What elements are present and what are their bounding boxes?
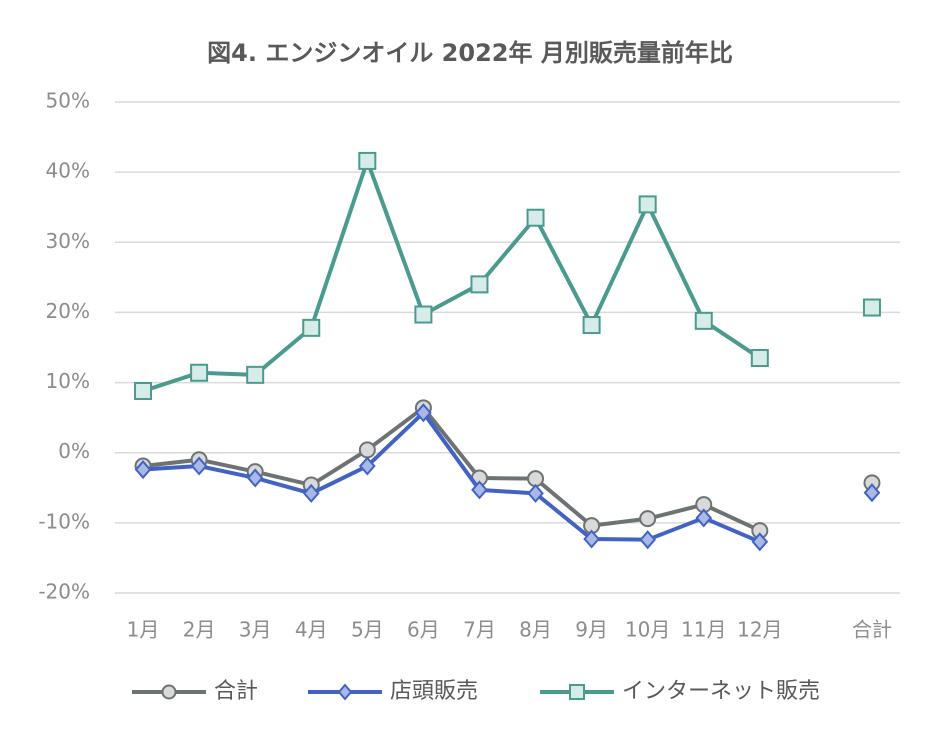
y-tick-label: 20% [46,299,90,323]
x-tick-label: 合計 [852,618,892,642]
y-tick-label: 30% [46,229,90,253]
point [134,381,153,400]
point [358,456,376,476]
y-tick-label: -10% [38,509,90,533]
point [638,195,657,214]
x-tick-label: 6月 [407,618,440,642]
legend-label: 店頭販売 [390,679,478,704]
point [337,683,353,701]
point [694,311,713,330]
point [639,510,657,528]
point [582,316,601,335]
y-tick-label: 0% [58,439,90,463]
point [134,460,152,480]
legend-label: 合計 [214,679,258,704]
point [862,298,881,317]
x-tick-label: 2月 [183,618,216,642]
point [246,468,264,488]
point [863,483,881,503]
x-tick-label: 8月 [519,618,552,642]
legend-label: インターネット販売 [622,679,820,704]
point [583,529,600,549]
point [569,684,585,700]
chart-title: 図4. エンジンオイル 2022年 月別販売量前年比 [207,39,733,67]
point [358,441,376,459]
x-tick-label: 9月 [575,618,608,642]
y-tick-label: 50% [46,89,90,113]
x-tick-label: 7月 [463,618,496,642]
point [527,483,544,503]
point [190,456,208,476]
point [639,530,657,550]
x-tick-label: 1月 [127,618,160,642]
point [415,403,432,423]
point [471,480,488,500]
x-tick-label: 3月 [239,618,272,642]
point [302,483,320,503]
point [190,363,209,382]
y-tick-label: 10% [46,369,90,393]
point [161,684,177,700]
point [358,151,377,170]
point [751,532,769,552]
x-tick-label: 12月 [737,618,782,642]
x-tick-label: 11月 [681,618,726,642]
point [302,318,321,337]
point [526,208,545,227]
point [470,275,489,294]
x-tick-label: 4月 [295,618,328,642]
x-tick-label: 5月 [351,618,384,642]
x-tick-label: 10月 [625,618,670,642]
point [695,508,713,528]
point [414,305,433,324]
point [750,349,769,368]
y-tick-label: 40% [46,159,90,183]
point [246,365,265,384]
y-tick-label: -20% [38,580,90,604]
